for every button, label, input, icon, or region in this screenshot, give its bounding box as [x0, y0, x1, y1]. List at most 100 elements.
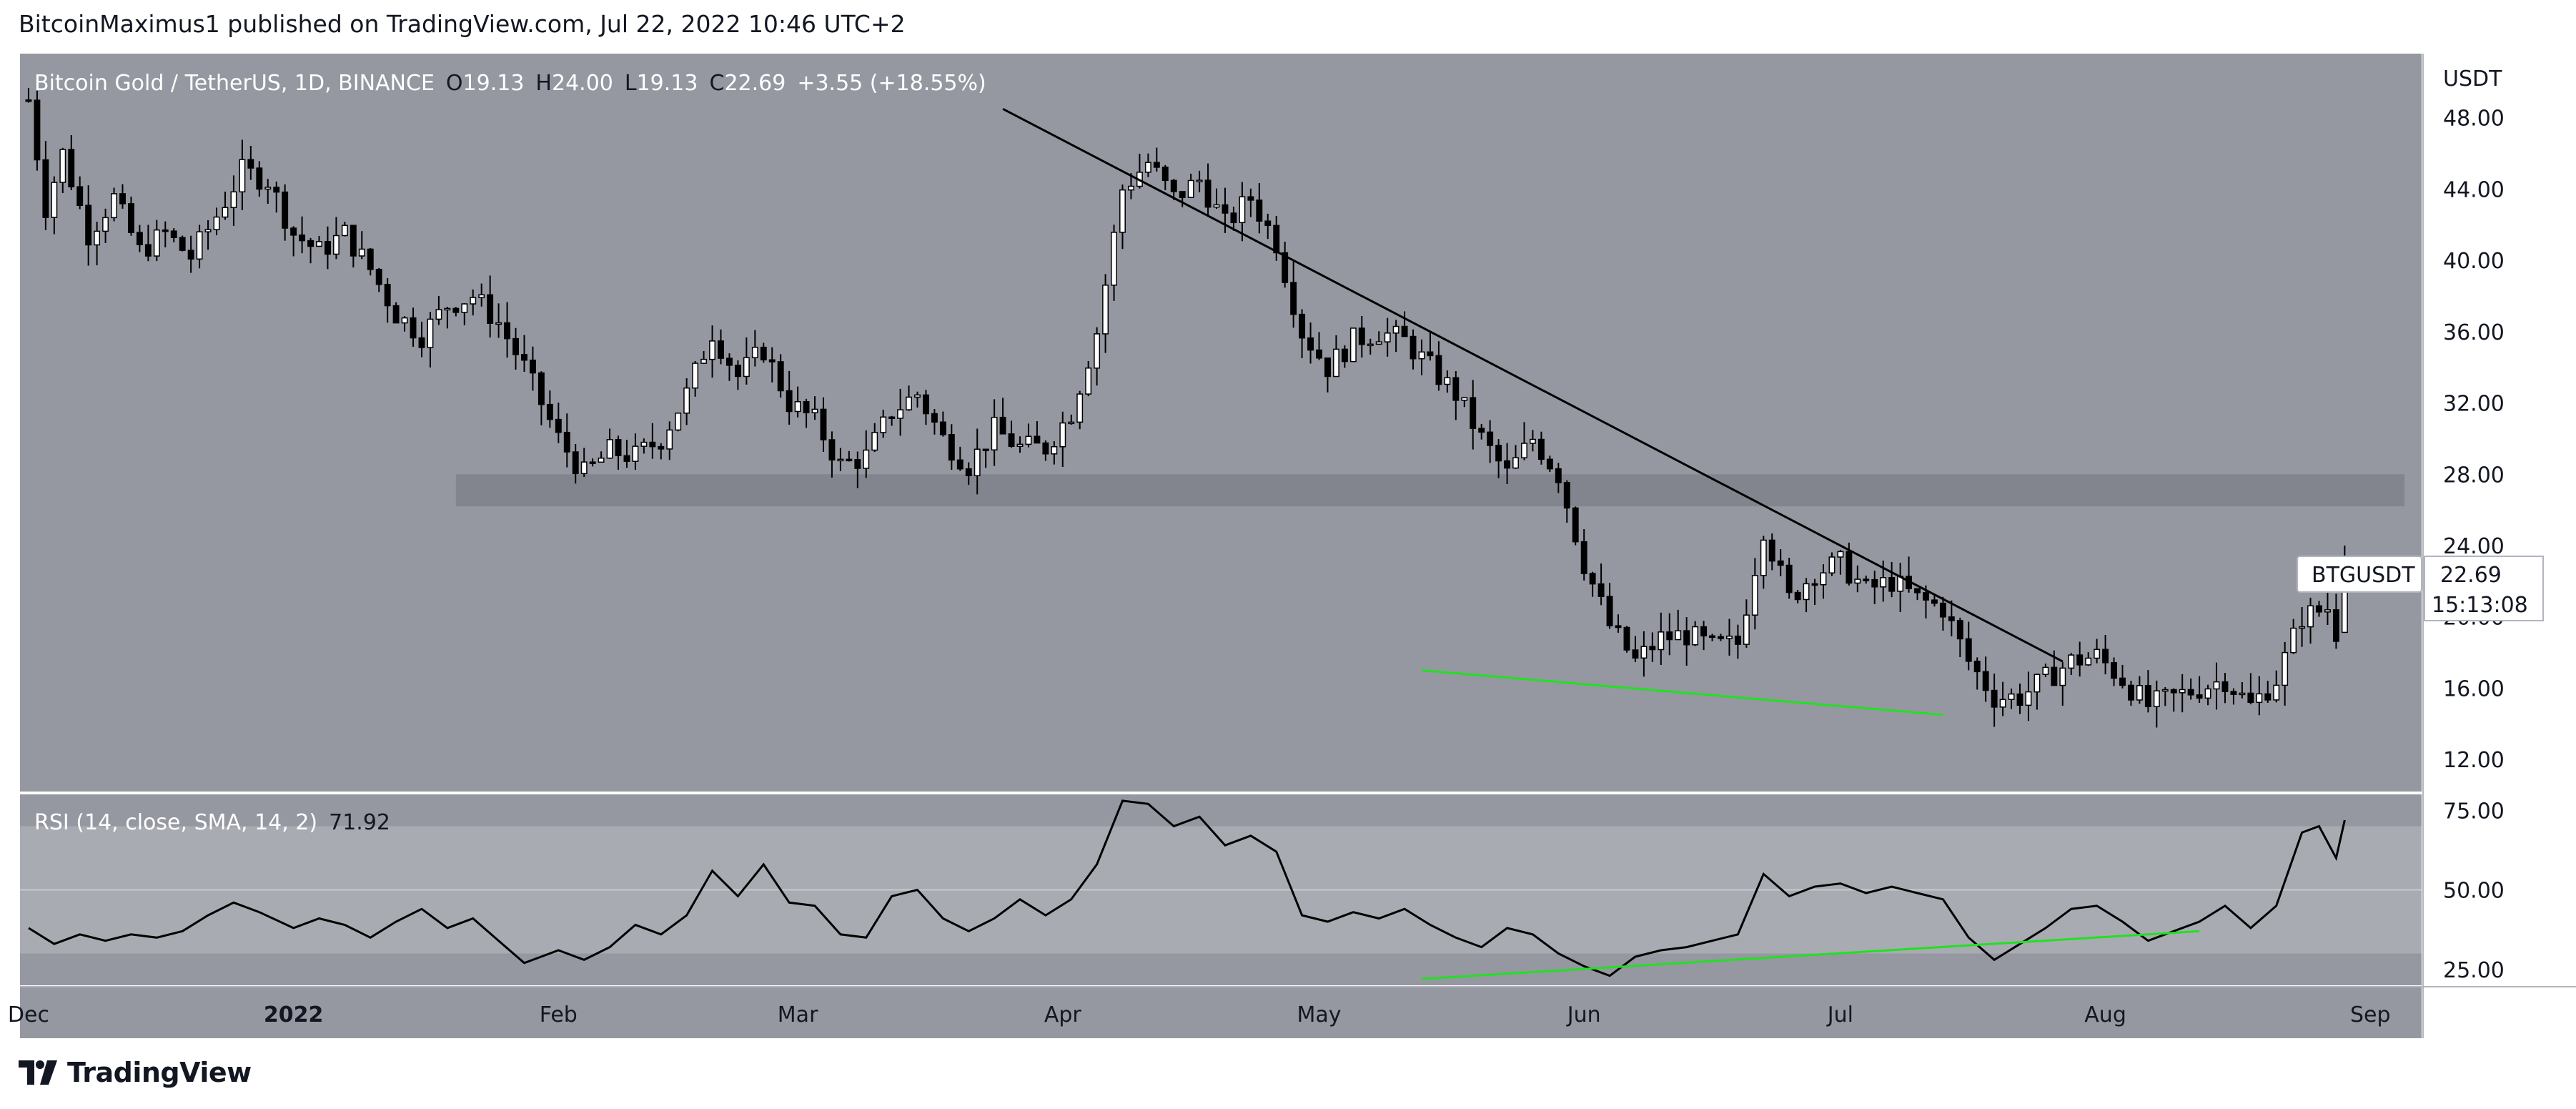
time-axis[interactable] — [20, 987, 2422, 1038]
candle-body — [1683, 630, 1690, 646]
candle-body — [786, 390, 793, 413]
candle-body — [1367, 343, 1374, 347]
price-axis[interactable] — [2423, 54, 2576, 1038]
candle-body — [1999, 699, 2006, 708]
candle-body — [256, 167, 263, 190]
candle-body — [1709, 635, 1716, 639]
candle-body — [2299, 626, 2306, 629]
candle-body — [2085, 657, 2092, 666]
candle-body — [1170, 179, 1177, 192]
candle-body — [999, 416, 1006, 435]
candle-body — [683, 387, 690, 414]
candle-body — [1734, 635, 1741, 645]
candle-body — [606, 439, 613, 459]
candle-body — [2170, 689, 2177, 694]
candle-body — [1546, 458, 1553, 470]
candle-body — [2153, 690, 2160, 707]
candle-body — [1068, 421, 1075, 425]
candle-body — [1282, 252, 1289, 283]
candle-body — [1666, 631, 1673, 641]
candle-body — [632, 445, 639, 462]
candle-body — [1119, 189, 1126, 233]
candle-body — [2033, 674, 2041, 693]
candle-body — [1256, 199, 1263, 222]
candle-body — [623, 455, 630, 462]
candle-body — [2324, 609, 2331, 613]
price-divergence-line — [1421, 669, 1943, 716]
candle-body — [213, 216, 220, 230]
candle-body — [923, 394, 929, 415]
candle-body — [427, 318, 434, 348]
tradingview-footer[interactable]: TradingView — [19, 1057, 252, 1088]
legend-close: 22.69 — [724, 71, 786, 96]
price-pane[interactable] — [20, 54, 2422, 792]
candle-body — [555, 418, 562, 433]
candle-body — [863, 449, 870, 469]
candle-body — [144, 244, 152, 257]
svg-text:RSI (14, close, SMA, 14, 2)71.: RSI (14, close, SMA, 14, 2) 71.92 — [34, 810, 390, 835]
candle-body — [2136, 685, 2143, 701]
rsi-tick-label: 50.00 — [2443, 879, 2505, 904]
footer-brand: TradingView — [67, 1057, 252, 1088]
candle-body — [1247, 196, 1254, 201]
candle-body — [273, 187, 280, 193]
candle-body — [1692, 626, 1699, 646]
symbol-legend[interactable]: Bitcoin Gold / TetherUS, 1D, BINANCE O19.… — [34, 71, 986, 96]
candle-body — [1871, 578, 1878, 588]
candle-body — [931, 413, 938, 423]
candle-body — [837, 458, 844, 462]
candle-body — [751, 346, 758, 358]
candle-body — [2016, 693, 2023, 706]
candle-body — [332, 235, 340, 255]
candle-body — [1726, 635, 1733, 639]
candle-body — [1384, 332, 1391, 342]
price-tick-label: 36.00 — [2443, 320, 2505, 345]
candle-body — [367, 248, 374, 270]
legend-high: 24.00 — [552, 71, 613, 96]
candle-body — [846, 458, 853, 462]
candle-body — [939, 421, 946, 435]
candle-body — [392, 305, 400, 324]
candle-body — [2213, 681, 2220, 690]
candle-body — [1649, 646, 1656, 651]
candle-body — [25, 99, 32, 102]
candle-body — [725, 358, 733, 366]
candle-body — [760, 346, 767, 360]
candle-body — [1461, 397, 1468, 401]
candle-body — [1051, 445, 1058, 455]
price-tick-label: 32.00 — [2443, 392, 2505, 417]
time-tick-label: Jun — [1566, 1002, 1601, 1027]
candle-body — [85, 204, 92, 246]
candle-body — [2256, 693, 2263, 704]
candle-body — [230, 191, 237, 209]
candle-body — [2247, 692, 2254, 704]
rsi-legend[interactable]: RSI (14, close, SMA, 14, 2) 71.92 — [34, 810, 390, 835]
candle-body — [1085, 368, 1092, 395]
candle-body — [196, 231, 203, 260]
legend-low: 19.13 — [637, 71, 698, 96]
candle-body — [2187, 689, 2194, 696]
candle-body — [1487, 431, 1494, 446]
candle-body — [1375, 341, 1382, 345]
candle-body — [1290, 282, 1297, 315]
candle-body — [461, 303, 468, 313]
candle-body — [51, 182, 58, 218]
candle-body — [1615, 625, 1622, 629]
candle-body — [2144, 685, 2151, 707]
rsi-tick-label: 75.00 — [2443, 799, 2505, 824]
candle-body — [59, 149, 66, 183]
candle-body — [2068, 654, 2075, 669]
candle-body — [580, 461, 588, 475]
candle-body — [2264, 693, 2272, 701]
candle-body — [692, 363, 699, 389]
candle-body — [700, 358, 708, 364]
candle-body — [136, 232, 143, 245]
candle-body — [1401, 325, 1408, 337]
candle-body — [2221, 681, 2229, 692]
candle-body — [222, 207, 229, 218]
candle-body — [2196, 694, 2203, 699]
candle-body — [948, 434, 955, 461]
candle-body — [1094, 333, 1101, 369]
candle-body — [1794, 591, 1801, 601]
candle-body — [1640, 646, 1648, 659]
